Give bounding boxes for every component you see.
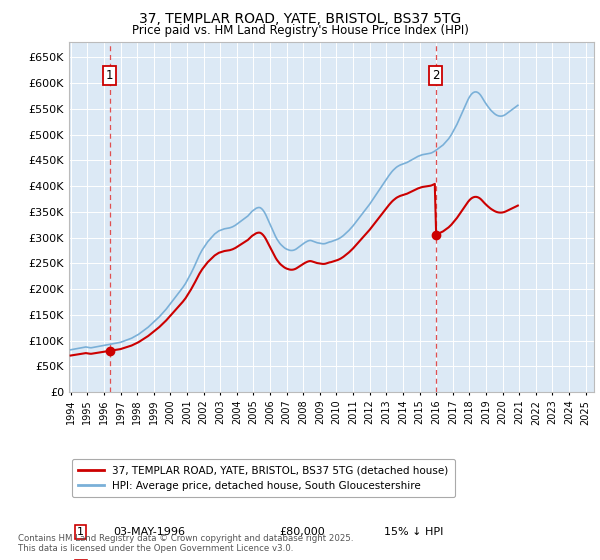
Text: 15% ↓ HPI: 15% ↓ HPI: [384, 527, 443, 537]
Text: 2: 2: [432, 69, 439, 82]
Legend: 37, TEMPLAR ROAD, YATE, BRISTOL, BS37 5TG (detached house), HPI: Average price, : 37, TEMPLAR ROAD, YATE, BRISTOL, BS37 5T…: [71, 459, 455, 497]
Text: Contains HM Land Registry data © Crown copyright and database right 2025.
This d: Contains HM Land Registry data © Crown c…: [18, 534, 353, 553]
Text: 37, TEMPLAR ROAD, YATE, BRISTOL, BS37 5TG: 37, TEMPLAR ROAD, YATE, BRISTOL, BS37 5T…: [139, 12, 461, 26]
Text: Price paid vs. HM Land Registry's House Price Index (HPI): Price paid vs. HM Land Registry's House …: [131, 24, 469, 36]
Text: 03-MAY-1996: 03-MAY-1996: [113, 527, 185, 537]
Text: 1: 1: [106, 69, 113, 82]
Text: £80,000: £80,000: [279, 527, 325, 537]
Text: 1: 1: [77, 527, 84, 537]
